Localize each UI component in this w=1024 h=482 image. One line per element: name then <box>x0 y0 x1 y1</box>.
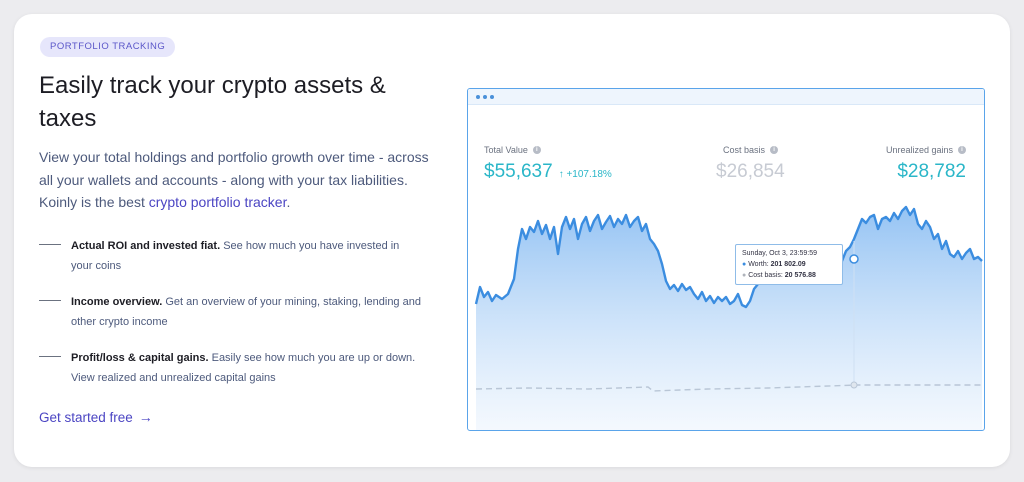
tooltip-worth-row: ● Worth: 201 802.09 <box>742 259 836 270</box>
tooltip-worth-label: Worth: <box>748 261 769 268</box>
window-dot-icon <box>483 95 487 99</box>
tooltip-cost-value: 20 576.88 <box>784 272 816 279</box>
arrow-right-icon: → <box>138 409 153 425</box>
feature-text: Actual ROI and invested fiat. See how mu… <box>71 236 421 276</box>
feature-body: Easily see how much you are up or down. … <box>71 352 416 384</box>
portfolio-tracker-link[interactable]: crypto portfolio tracker <box>148 194 287 210</box>
cost-basis-line <box>475 384 982 392</box>
cost-basis-value: $26,854 <box>716 161 785 182</box>
info-icon[interactable]: i <box>532 146 541 154</box>
hover-point-worth <box>849 254 859 264</box>
stat-value: $55,637 ↑ +107.18% <box>484 161 612 183</box>
tooltip-worth-value: 201 802.09 <box>770 261 806 268</box>
feature-dash <box>39 300 61 301</box>
info-icon[interactable]: i <box>958 146 966 154</box>
section-badge: PORTFOLIO TRACKING <box>40 37 176 57</box>
portfolio-card: PORTFOLIO TRACKING Easily track your cry… <box>14 14 1010 467</box>
stat-label: Unrealized gains <box>885 145 953 155</box>
portfolio-area-chart <box>474 205 983 430</box>
get-started-label: Get started free <box>39 409 133 425</box>
feature-dash <box>39 356 61 357</box>
feature-text: Profit/loss & capital gains. Easily see … <box>71 348 421 388</box>
description-end: . <box>286 194 291 210</box>
info-icon[interactable]: i <box>770 146 779 154</box>
feature-body: See how much you have invested in your c… <box>71 240 400 272</box>
stat-unrealized-gains: Unrealized gains i $28,782 <box>886 145 966 183</box>
stat-label: Cost basis <box>723 145 766 155</box>
portfolio-value-area <box>476 207 982 430</box>
description: View your total holdings and portfolio g… <box>39 146 439 214</box>
get-started-link[interactable]: Get started free → <box>39 409 153 425</box>
stat-label: Total Value <box>484 145 528 155</box>
bullet-icon: ● <box>742 272 747 279</box>
portfolio-chart-window: Total Value i $55,637 ↑ +107.18% Cost basi… <box>467 88 985 431</box>
window-dot-icon <box>476 95 480 99</box>
unrealized-gains-value: $28,782 <box>897 161 966 182</box>
stat-total-value: Total Value i $55,637 ↑ +107.18% <box>484 145 612 183</box>
tooltip-cost-label: Cost basis: <box>748 272 783 279</box>
feature-title: Profit/loss & capital gains. <box>71 352 209 364</box>
hover-point-cost <box>850 381 858 389</box>
change-percent: ↑ +107.18% <box>558 169 612 180</box>
portfolio-value-line <box>474 205 983 309</box>
stat-cost-basis: Cost basis i $26,854 <box>716 145 785 183</box>
feature-title: Income overview. <box>71 296 163 308</box>
tooltip-cost-row: ● Cost basis: 20 576.88 <box>742 270 836 281</box>
window-titlebar <box>468 89 984 105</box>
chart-tooltip: Sunday, Oct 3, 23:59:59 ● Worth: 201 802… <box>735 244 843 285</box>
tooltip-date: Sunday, Oct 3, 23:59:59 <box>742 250 817 257</box>
description-text: View your total holdings and portfolio g… <box>39 149 429 210</box>
page-title: Easily track your crypto assets & taxes <box>39 72 386 132</box>
feature-body: Get an overview of your mining, staking,… <box>71 296 421 328</box>
feature-title: Actual ROI and invested fiat. <box>71 240 221 252</box>
feature-text: Income overview. Get an overview of your… <box>71 292 421 332</box>
feature-dash <box>39 244 61 245</box>
total-value: $55,637 <box>484 161 553 182</box>
window-dot-icon <box>490 95 494 99</box>
bullet-icon: ● <box>742 261 747 268</box>
